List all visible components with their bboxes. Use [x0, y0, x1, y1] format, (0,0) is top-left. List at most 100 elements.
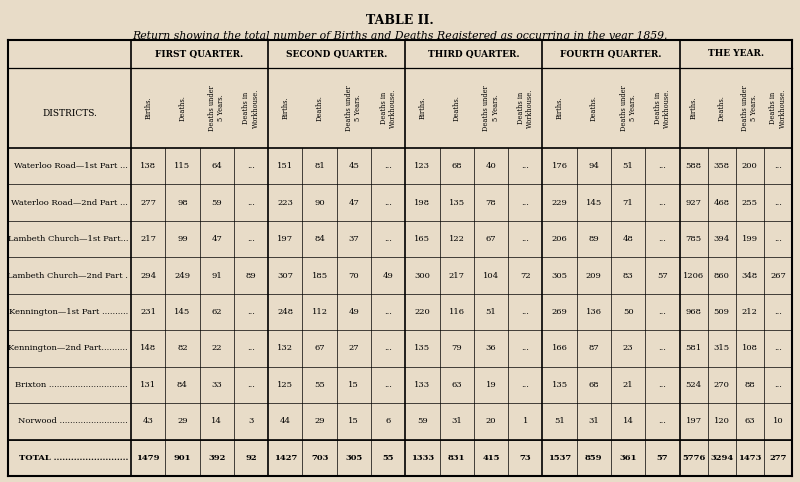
- Text: 509: 509: [714, 308, 730, 316]
- Text: 135: 135: [414, 345, 430, 352]
- Text: ...: ...: [774, 308, 782, 316]
- Text: Births.: Births.: [690, 97, 698, 120]
- Text: SECOND QUARTER.: SECOND QUARTER.: [286, 50, 387, 58]
- Text: 703: 703: [311, 454, 328, 462]
- Text: Norwood ..........................: Norwood ..........................: [18, 417, 128, 425]
- Text: 29: 29: [177, 417, 188, 425]
- Text: Lambeth Church—2nd Part .: Lambeth Church—2nd Part .: [7, 271, 128, 280]
- Text: 99: 99: [177, 235, 188, 243]
- Text: 122: 122: [449, 235, 465, 243]
- Text: 49: 49: [349, 308, 359, 316]
- Text: ...: ...: [774, 381, 782, 389]
- Text: 231: 231: [140, 308, 156, 316]
- Text: 361: 361: [619, 454, 637, 462]
- Text: 212: 212: [742, 308, 758, 316]
- Text: ...: ...: [247, 308, 255, 316]
- Text: Deaths in
Workhouse.: Deaths in Workhouse.: [379, 88, 397, 128]
- Text: 248: 248: [278, 308, 294, 316]
- Text: 1473: 1473: [738, 454, 762, 462]
- Text: 860: 860: [714, 271, 730, 280]
- Text: 84: 84: [314, 235, 325, 243]
- Text: 15: 15: [349, 381, 359, 389]
- Text: 1206: 1206: [683, 271, 704, 280]
- Text: 270: 270: [714, 381, 730, 389]
- Text: 23: 23: [623, 345, 634, 352]
- Text: 148: 148: [140, 345, 156, 352]
- Text: THE YEAR.: THE YEAR.: [708, 50, 764, 58]
- Text: 62: 62: [211, 308, 222, 316]
- Text: 197: 197: [278, 235, 294, 243]
- Text: 267: 267: [770, 271, 786, 280]
- Text: 358: 358: [714, 162, 730, 170]
- Text: 63: 63: [451, 381, 462, 389]
- Text: ...: ...: [658, 417, 666, 425]
- Text: 15: 15: [349, 417, 359, 425]
- Text: 55: 55: [314, 381, 325, 389]
- Text: ...: ...: [384, 199, 392, 207]
- Text: 36: 36: [486, 345, 496, 352]
- Text: 968: 968: [686, 308, 702, 316]
- Text: 199: 199: [742, 235, 758, 243]
- Text: 305: 305: [346, 454, 362, 462]
- Text: 43: 43: [142, 417, 154, 425]
- Text: 10: 10: [773, 417, 783, 425]
- Text: ...: ...: [522, 381, 530, 389]
- Text: 1537: 1537: [548, 454, 571, 462]
- Text: 45: 45: [349, 162, 359, 170]
- Text: 21: 21: [623, 381, 634, 389]
- Text: 151: 151: [278, 162, 294, 170]
- Text: 348: 348: [742, 271, 758, 280]
- Text: 901: 901: [174, 454, 191, 462]
- Text: Brixton ..............................: Brixton ..............................: [15, 381, 128, 389]
- Text: 133: 133: [414, 381, 430, 389]
- Text: ...: ...: [774, 199, 782, 207]
- Text: ...: ...: [658, 199, 666, 207]
- Text: Births.: Births.: [282, 97, 290, 120]
- Text: 51: 51: [554, 417, 565, 425]
- Text: Deaths in
Workhouse.: Deaths in Workhouse.: [770, 88, 786, 128]
- Text: 89: 89: [246, 271, 256, 280]
- Text: 63: 63: [745, 417, 755, 425]
- Text: ...: ...: [247, 235, 255, 243]
- Text: 40: 40: [486, 162, 496, 170]
- Text: 19: 19: [486, 381, 496, 389]
- Text: 64: 64: [211, 162, 222, 170]
- Text: 123: 123: [414, 162, 430, 170]
- Text: 98: 98: [177, 199, 188, 207]
- Text: 91: 91: [211, 271, 222, 280]
- Text: 1333: 1333: [411, 454, 434, 462]
- Text: 209: 209: [586, 271, 602, 280]
- Text: Deaths under
5 Years.: Deaths under 5 Years.: [482, 85, 499, 131]
- Text: 51: 51: [622, 162, 634, 170]
- Text: FIRST QUARTER.: FIRST QUARTER.: [155, 50, 244, 58]
- Text: ...: ...: [658, 345, 666, 352]
- Text: Deaths under
5 Years.: Deaths under 5 Years.: [208, 85, 226, 131]
- Text: Waterloo Road—2nd Part ...: Waterloo Road—2nd Part ...: [11, 199, 128, 207]
- Text: 67: 67: [486, 235, 496, 243]
- Text: 132: 132: [278, 345, 294, 352]
- Text: ...: ...: [774, 162, 782, 170]
- Text: 47: 47: [349, 199, 359, 207]
- Text: 55: 55: [382, 454, 394, 462]
- Text: 135: 135: [449, 199, 465, 207]
- Text: TABLE II.: TABLE II.: [366, 14, 434, 27]
- Text: 131: 131: [140, 381, 156, 389]
- Text: 468: 468: [714, 199, 730, 207]
- Text: Births.: Births.: [144, 97, 152, 120]
- Text: 136: 136: [586, 308, 602, 316]
- Text: 138: 138: [140, 162, 156, 170]
- Text: 927: 927: [686, 199, 702, 207]
- Text: 588: 588: [686, 162, 702, 170]
- Text: 307: 307: [278, 271, 294, 280]
- Text: Deaths.: Deaths.: [718, 95, 726, 121]
- Text: ...: ...: [522, 199, 530, 207]
- Text: 859: 859: [585, 454, 602, 462]
- Text: 249: 249: [174, 271, 190, 280]
- Text: 392: 392: [208, 454, 226, 462]
- Text: 220: 220: [414, 308, 430, 316]
- Text: ...: ...: [522, 345, 530, 352]
- Text: 47: 47: [211, 235, 222, 243]
- Text: 1427: 1427: [274, 454, 297, 462]
- Text: ...: ...: [658, 381, 666, 389]
- Text: 87: 87: [589, 345, 599, 352]
